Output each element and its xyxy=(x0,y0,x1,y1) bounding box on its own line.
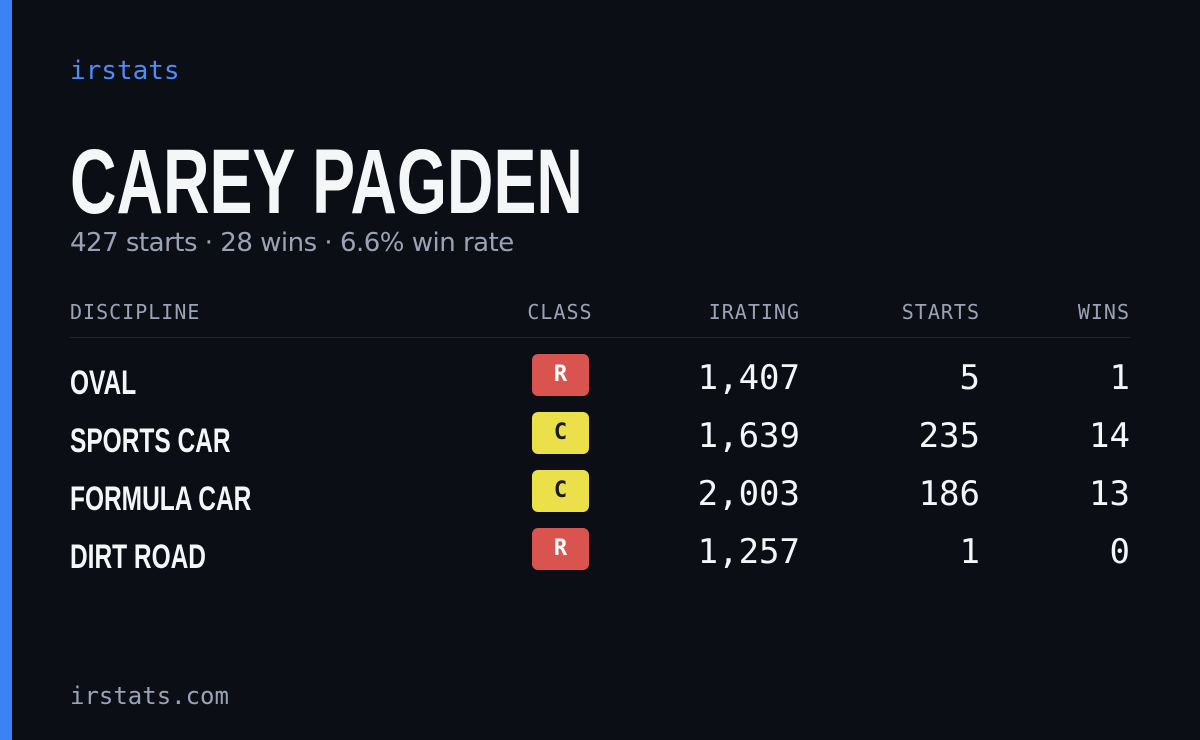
wins: 1 xyxy=(1109,358,1130,398)
wins: 14 xyxy=(1089,416,1130,456)
class-badge: R xyxy=(532,528,589,570)
discipline: OVAL xyxy=(70,364,137,402)
brand: irstats xyxy=(70,56,180,86)
irating: 1,639 xyxy=(697,416,800,456)
column-header: STARTS xyxy=(901,300,980,324)
discipline: FORMULA CAR xyxy=(70,480,252,518)
driver-summary: 427 starts · 28 wins · 6.6% win rate xyxy=(70,228,514,258)
irating: 2,003 xyxy=(697,474,800,514)
class-badge: C xyxy=(532,412,589,454)
wins: 13 xyxy=(1089,474,1130,514)
wins: 0 xyxy=(1109,532,1130,572)
starts: 186 xyxy=(918,474,980,514)
discipline: DIRT ROAD xyxy=(70,538,207,576)
accent-bar xyxy=(0,0,12,740)
starts: 5 xyxy=(959,358,980,398)
discipline: SPORTS CAR xyxy=(70,422,231,460)
irating: 1,257 xyxy=(697,532,800,572)
header-rule xyxy=(70,337,1130,338)
driver-name: CAREY PAGDEN xyxy=(70,131,583,233)
footer: irstats.com xyxy=(70,682,229,710)
class-badge: C xyxy=(532,470,589,512)
column-header: CLASS xyxy=(527,300,593,324)
class-badge: R xyxy=(532,354,589,396)
irating: 1,407 xyxy=(697,358,800,398)
column-header: DISCIPLINE xyxy=(70,300,201,324)
column-header: IRATING xyxy=(708,300,800,324)
starts: 1 xyxy=(959,532,980,572)
starts: 235 xyxy=(918,416,980,456)
column-header: WINS xyxy=(1077,300,1130,324)
